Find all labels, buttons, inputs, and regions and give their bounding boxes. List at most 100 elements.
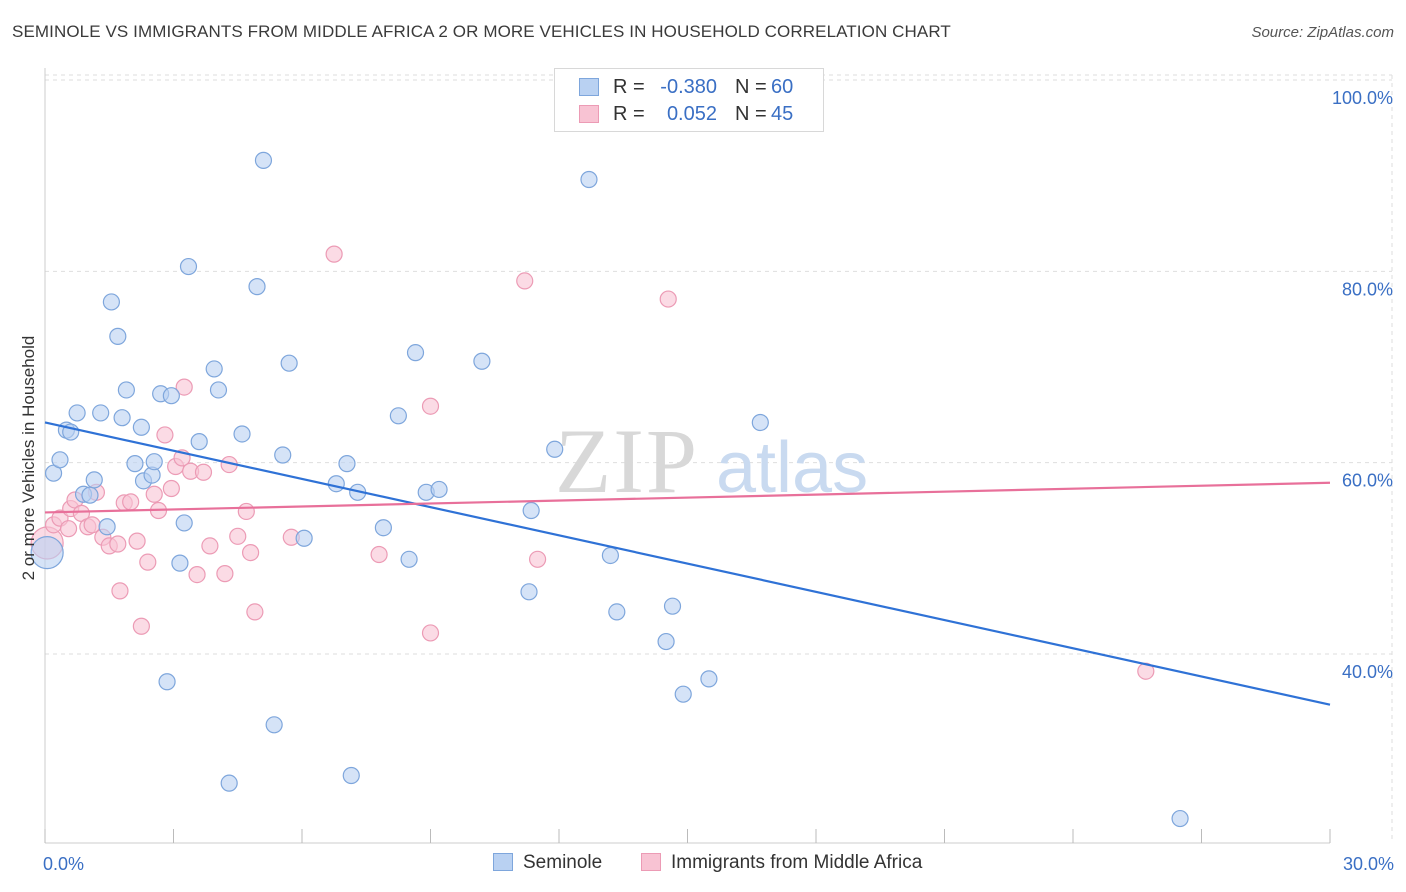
- immigrants-point: [659, 290, 677, 308]
- source-label: Source: ZipAtlas.com: [1251, 24, 1394, 41]
- seminole-point: [374, 519, 392, 537]
- seminole-point: [295, 529, 313, 547]
- seminole-point: [117, 381, 135, 399]
- seminole-point: [280, 354, 298, 372]
- seminole-point: [430, 480, 448, 499]
- seminole-point: [92, 404, 110, 422]
- seminole-point: [30, 535, 64, 570]
- immigrants-legend-swatch: [641, 853, 661, 871]
- immigrants-point: [109, 535, 127, 553]
- legend-row-seminole: R = -0.380 N = 60: [555, 76, 823, 100]
- r-value: 0.052: [666, 103, 717, 125]
- seminole-point: [274, 446, 292, 464]
- n-label: N =: [735, 76, 767, 98]
- axis-labels: 100.0% 80.0% 60.0% 40.0% 0.0% 30.0% 2 or more …: [19, 88, 1394, 874]
- seminole-point: [179, 257, 198, 276]
- seminole-points: [30, 151, 1189, 828]
- seminole-point: [162, 387, 180, 405]
- n-value: 60: [771, 76, 794, 98]
- seminole-point: [400, 550, 418, 568]
- y-tick-label: 60.0%: [1342, 471, 1393, 491]
- x-tick-label: 30.0%: [1343, 854, 1394, 874]
- seminole-point: [663, 597, 682, 615]
- legend-item-seminole: Seminole: [493, 852, 602, 876]
- seminole-point: [248, 278, 266, 296]
- seminole-point: [175, 514, 193, 532]
- seminole-point: [171, 554, 189, 572]
- seminole-point: [190, 433, 208, 451]
- immigrants-point: [229, 527, 247, 545]
- y-axis-title: 2 or more Vehicles in Household: [19, 336, 38, 581]
- y-tick-label: 80.0%: [1342, 279, 1393, 299]
- seminole-point: [98, 518, 116, 536]
- seminole-point: [81, 486, 99, 504]
- seminole-point: [601, 546, 620, 565]
- immigrants-point: [242, 543, 260, 562]
- seminole-point: [700, 670, 718, 688]
- immigrants-trend-line: [44, 481, 1331, 514]
- seminole-point: [254, 151, 273, 169]
- immigrants-point: [162, 479, 180, 498]
- seminole-point: [233, 425, 251, 443]
- seminole-point: [520, 583, 538, 601]
- immigrants-point: [325, 245, 343, 263]
- seminole-point: [158, 673, 176, 691]
- seminole-point: [102, 293, 120, 311]
- seminole-point: [406, 344, 425, 362]
- immigrants-point: [156, 426, 174, 444]
- chart-title: SEMINOLE VS IMMIGRANTS FROM MIDDLE AFRIC…: [12, 22, 951, 41]
- immigrants-point: [111, 582, 129, 600]
- immigrants-point: [194, 463, 213, 481]
- immigrants-points: [30, 245, 1155, 680]
- seminole-point: [265, 716, 283, 734]
- seminole-point: [674, 685, 692, 703]
- immigrants-point: [188, 565, 206, 584]
- seminole-point: [389, 407, 407, 425]
- seminole-point: [132, 418, 150, 436]
- watermark: ZIP atlas: [555, 410, 868, 512]
- immigrants-point: [128, 532, 146, 550]
- n-value: 45: [771, 103, 794, 125]
- seminole-point: [205, 360, 223, 378]
- r-value: -0.380: [660, 76, 717, 98]
- immigrants-point: [246, 603, 264, 621]
- seminole-point: [126, 455, 144, 473]
- immigrants-legend-label: Immigrants from Middle Africa: [671, 852, 923, 873]
- seminole-point: [327, 475, 345, 493]
- seminole-point: [338, 455, 356, 473]
- seminole-legend-label: Seminole: [523, 852, 603, 873]
- seminole-point: [51, 451, 69, 469]
- y-tick-label: 40.0%: [1342, 662, 1393, 682]
- legend-item-immigrants: Immigrants from Middle Africa: [641, 852, 922, 876]
- seminole-point: [145, 453, 163, 471]
- seminole-point: [342, 766, 360, 785]
- seminole-point: [657, 632, 675, 651]
- seminole-point: [473, 352, 491, 370]
- immigrants-point: [237, 502, 255, 521]
- immigrants-point: [370, 545, 388, 564]
- immigrants-point: [421, 397, 440, 415]
- immigrants-point: [528, 550, 547, 568]
- immigrants-point: [59, 520, 78, 538]
- stats-legend: R = -0.380 N = 60 R = 0.052 N = 45: [554, 68, 824, 132]
- r-label: R =: [613, 76, 645, 98]
- immigrants-point: [421, 624, 440, 642]
- seminole-point: [608, 603, 626, 621]
- immigrants-point: [216, 565, 234, 583]
- seminole-point: [68, 404, 86, 422]
- y-tick-label: 100.0%: [1332, 88, 1393, 108]
- x-tick-label: 0.0%: [43, 854, 84, 874]
- seminole-point: [751, 413, 769, 432]
- seminole-point: [109, 327, 127, 345]
- seminole-point: [580, 170, 598, 189]
- immigrants-point: [201, 537, 219, 555]
- immigrants-point: [122, 493, 140, 511]
- seminole-swatch: [579, 78, 599, 96]
- immigrants-point: [516, 272, 534, 290]
- seminole-point: [220, 774, 238, 792]
- immigrants-point: [132, 617, 150, 635]
- trend-lines: [44, 421, 1331, 706]
- n-label: N =: [735, 103, 767, 125]
- axes: [44, 68, 1331, 844]
